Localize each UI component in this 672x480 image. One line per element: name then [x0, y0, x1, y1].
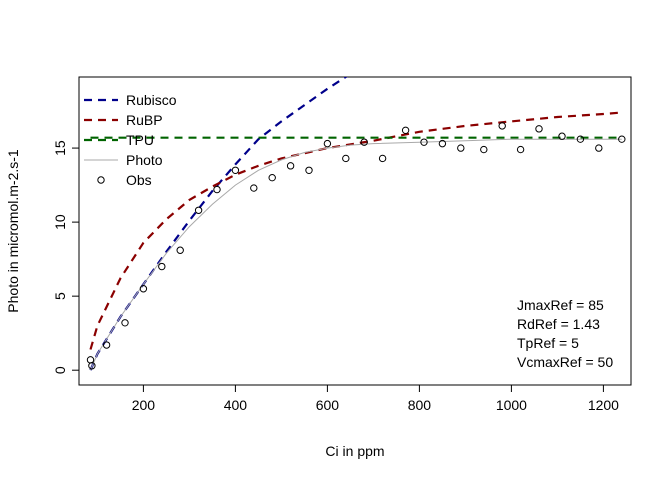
annotation-text: VcmaxRef = 50	[517, 354, 613, 370]
y-axis-label: Photo in micromol.m-2.s-1	[5, 149, 21, 313]
obs-point	[121, 319, 129, 327]
legend-rubp-label: RuBP	[126, 112, 163, 128]
plot-frame	[78, 76, 632, 386]
obs-point	[420, 138, 428, 146]
y-tick-label: 0	[52, 366, 68, 374]
obs-point	[231, 166, 240, 174]
obs-point	[595, 144, 603, 152]
y-tick-label: 10	[52, 214, 68, 230]
x-tick-label: 1000	[496, 397, 527, 413]
legend-tpu-label: TPU	[126, 132, 154, 148]
obs-point	[305, 166, 313, 174]
x-tick-label: 600	[316, 397, 340, 413]
x-tick-label: 200	[132, 397, 156, 413]
obs-point	[438, 139, 447, 148]
y-tick-label: 5	[52, 292, 68, 300]
legend-obs-marker	[97, 176, 105, 184]
obs-point	[342, 154, 350, 163]
legend-photo-label: Photo	[126, 152, 163, 168]
obs-point	[323, 139, 332, 148]
legend-obs-label: Obs	[126, 172, 152, 188]
obs-point	[88, 362, 96, 370]
x-tick-label: 1200	[588, 397, 619, 413]
obs-point	[535, 125, 543, 133]
obs-point	[194, 206, 203, 214]
legend: Rubisco RuBP TPU Photo Obs	[84, 92, 177, 188]
x-axis-label: Ci in ppm	[325, 443, 384, 459]
obs-point	[576, 135, 585, 143]
obs-point	[158, 262, 166, 271]
obs-point	[250, 184, 258, 192]
obs-point	[86, 356, 95, 364]
obs-point	[480, 145, 488, 154]
obs-point	[378, 154, 387, 163]
annotation-text: JmaxRef = 85	[517, 297, 604, 313]
legend-rubisco-label: Rubisco	[126, 92, 177, 108]
obs-point	[360, 138, 368, 146]
annotation-text: RdRef = 1.43	[517, 316, 600, 332]
series-layer	[86, 77, 626, 371]
x-axis: 200 400 600 800 1000 1200	[132, 385, 619, 413]
annotations: JmaxRef = 85 RdRef = 1.43 TpRef = 5 VcmaxRe…	[517, 297, 613, 370]
series-photo-line	[90, 138, 622, 371]
obs-point	[558, 132, 566, 140]
obs-point	[213, 185, 221, 194]
obs-point	[401, 126, 410, 135]
x-tick-label: 400	[224, 397, 248, 413]
obs-point	[498, 122, 506, 130]
series-rubp-line	[89, 111, 622, 350]
obs-point	[139, 285, 148, 293]
obs-point	[102, 341, 111, 349]
obs-point	[457, 144, 465, 152]
x-tick-label: 800	[408, 397, 432, 413]
obs-point	[176, 246, 184, 254]
obs-point	[268, 173, 276, 182]
series-obs-points	[86, 122, 626, 370]
obs-point	[618, 135, 626, 143]
y-tick-label: 15	[52, 140, 68, 156]
obs-point	[286, 162, 295, 170]
obs-point	[516, 145, 525, 154]
annotation-text: TpRef = 5	[517, 335, 579, 351]
y-axis: 0 5 10 15	[52, 140, 79, 374]
